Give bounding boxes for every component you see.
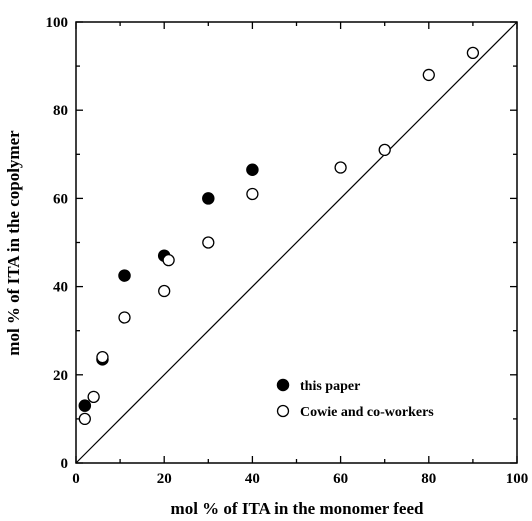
data-point-this-paper — [246, 163, 259, 176]
data-points — [78, 46, 480, 426]
x-tick-label: 60 — [333, 471, 348, 487]
data-point-this-paper — [118, 269, 131, 282]
data-point-this-paper — [78, 399, 92, 412]
y-axis-title: mol % of ITA in the copolymer — [4, 130, 23, 356]
legend-label-this-paper: this paper — [300, 379, 360, 394]
axis-ticks: 0 20 40 60 80 100 0 20 40 60 80 100 — [46, 15, 529, 487]
data-point-this-paper — [202, 192, 215, 205]
y-tick-label: 60 — [53, 191, 68, 207]
x-tick-label: 80 — [421, 471, 436, 487]
data-point-cowie — [202, 236, 215, 249]
x-tick-label: 40 — [245, 471, 260, 487]
legend-marker-cowie — [276, 404, 290, 418]
y-tick-label: 80 — [53, 103, 68, 119]
data-point-cowie — [378, 143, 391, 157]
data-point-cowie — [466, 46, 480, 60]
legend-label-cowie: Cowie and co-workers — [300, 405, 434, 420]
y-tick-label: 40 — [53, 280, 68, 296]
data-point-cowie — [334, 161, 347, 174]
x-tick-label: 100 — [506, 471, 529, 487]
legend-marker-this-paper — [276, 378, 290, 392]
x-axis-title: mol % of ITA in the monomer feed — [171, 499, 424, 518]
y-tick-label: 20 — [53, 368, 68, 384]
legend: this paper Cowie and co-workers — [276, 378, 434, 420]
y-tick-label: 100 — [46, 15, 69, 31]
data-point-cowie — [246, 187, 259, 201]
data-point-cowie — [96, 351, 109, 364]
y-tick-label: 0 — [61, 456, 69, 472]
reference-line-group — [75, 21, 518, 464]
data-point-cowie — [78, 412, 91, 426]
x-tick-label: 20 — [157, 471, 172, 487]
data-point-cowie — [87, 390, 100, 404]
x-tick-label: 0 — [72, 471, 80, 487]
data-point-cowie — [118, 311, 131, 324]
data-point-cowie — [162, 253, 175, 267]
data-point-cowie — [422, 68, 435, 82]
data-point-cowie — [158, 284, 171, 298]
reference-line — [75, 21, 518, 464]
